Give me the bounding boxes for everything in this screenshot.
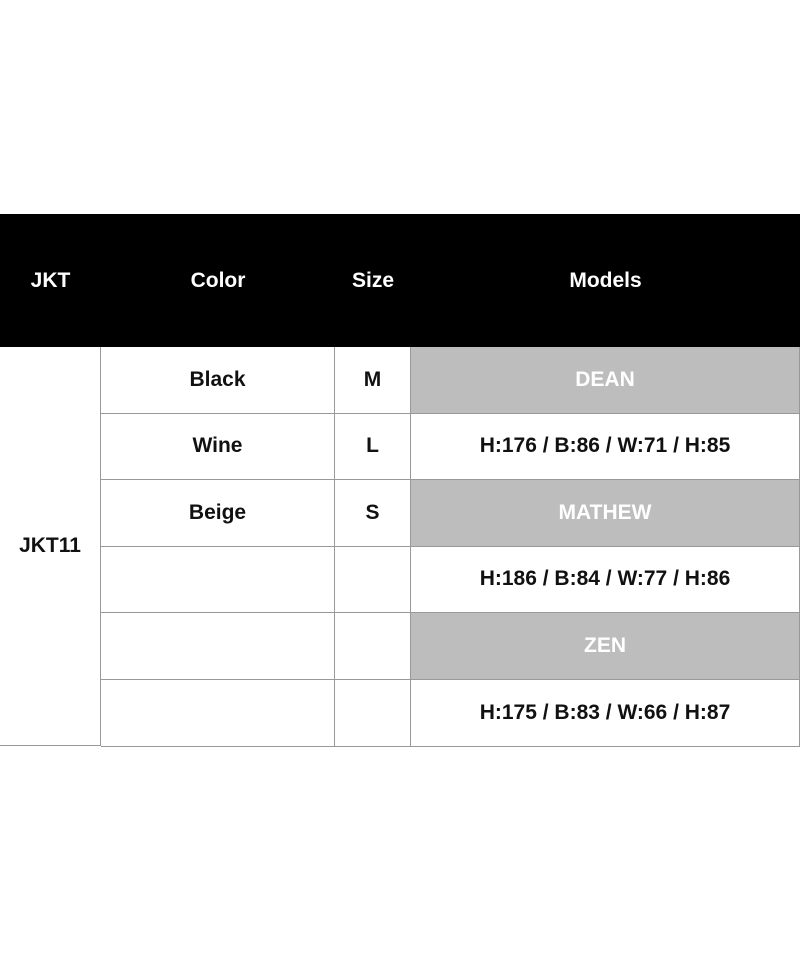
size-cell: L xyxy=(335,413,411,480)
model-measurements-cell: H:186 / B:84 / W:77 / H:86 xyxy=(411,546,800,613)
header-models: Models xyxy=(569,269,642,292)
size-cell xyxy=(335,613,411,680)
size-cell: S xyxy=(335,480,411,547)
model-measurements-cell: H:175 / B:83 / W:66 / H:87 xyxy=(411,679,800,747)
header-size: Size xyxy=(351,269,395,292)
color-cell: Wine xyxy=(101,413,335,480)
header-color: Color xyxy=(190,269,246,292)
color-cell xyxy=(101,613,335,680)
model-name-cell: ZEN xyxy=(411,613,800,680)
model-name-cell: MATHEW xyxy=(411,480,800,547)
size-cell xyxy=(335,546,411,613)
color-cell xyxy=(101,546,335,613)
product-code-cell: JKT11 xyxy=(0,347,101,746)
model-name-cell: DEAN xyxy=(411,347,800,414)
color-cell: Beige xyxy=(101,480,335,547)
color-cell: Black xyxy=(101,347,335,414)
model-measurements-cell: H:176 / B:86 / W:71 / H:85 xyxy=(411,413,800,480)
size-cell xyxy=(335,679,411,747)
table-header: JKT Color Size Models xyxy=(0,214,800,347)
color-cell xyxy=(101,679,335,747)
header-jkt: JKT xyxy=(30,269,71,292)
size-cell: M xyxy=(335,347,411,414)
